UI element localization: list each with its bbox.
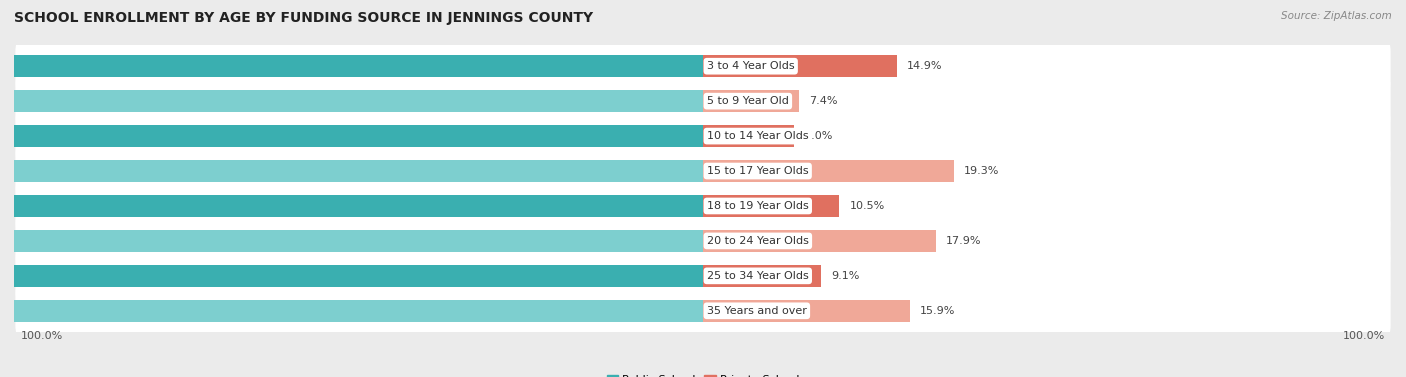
FancyBboxPatch shape xyxy=(15,283,1391,339)
Text: 7.0%: 7.0% xyxy=(804,131,832,141)
Text: 100.0%: 100.0% xyxy=(1343,331,1385,341)
Text: SCHOOL ENROLLMENT BY AGE BY FUNDING SOURCE IN JENNINGS COUNTY: SCHOOL ENROLLMENT BY AGE BY FUNDING SOUR… xyxy=(14,11,593,25)
FancyBboxPatch shape xyxy=(15,178,1391,234)
Text: 19.3%: 19.3% xyxy=(965,166,1000,176)
Bar xyxy=(703,265,821,287)
Bar xyxy=(0,230,703,252)
Bar xyxy=(0,300,703,322)
Text: 100.0%: 100.0% xyxy=(21,331,63,341)
Bar xyxy=(703,55,897,77)
Bar xyxy=(0,90,703,112)
Text: 15 to 17 Year Olds: 15 to 17 Year Olds xyxy=(707,166,808,176)
Bar xyxy=(0,160,703,182)
Bar xyxy=(703,300,910,322)
Text: 7.4%: 7.4% xyxy=(810,96,838,106)
Text: 17.9%: 17.9% xyxy=(946,236,981,246)
Bar xyxy=(703,125,794,147)
Text: 3 to 4 Year Olds: 3 to 4 Year Olds xyxy=(707,61,794,71)
Bar xyxy=(0,265,703,287)
Text: 25 to 34 Year Olds: 25 to 34 Year Olds xyxy=(707,271,808,281)
FancyBboxPatch shape xyxy=(15,38,1391,94)
FancyBboxPatch shape xyxy=(15,109,1391,164)
Text: Source: ZipAtlas.com: Source: ZipAtlas.com xyxy=(1281,11,1392,21)
Bar xyxy=(703,195,839,217)
Bar xyxy=(703,230,935,252)
Text: 18 to 19 Year Olds: 18 to 19 Year Olds xyxy=(707,201,808,211)
FancyBboxPatch shape xyxy=(15,143,1391,199)
Legend: Public School, Private School: Public School, Private School xyxy=(602,370,804,377)
Bar xyxy=(0,125,703,147)
Bar xyxy=(703,160,953,182)
Text: 15.9%: 15.9% xyxy=(920,306,956,316)
Text: 5 to 9 Year Old: 5 to 9 Year Old xyxy=(707,96,789,106)
FancyBboxPatch shape xyxy=(15,213,1391,268)
FancyBboxPatch shape xyxy=(15,74,1391,129)
Text: 35 Years and over: 35 Years and over xyxy=(707,306,807,316)
Bar xyxy=(703,90,799,112)
Text: 14.9%: 14.9% xyxy=(907,61,942,71)
Text: 10 to 14 Year Olds: 10 to 14 Year Olds xyxy=(707,131,808,141)
Text: 20 to 24 Year Olds: 20 to 24 Year Olds xyxy=(707,236,808,246)
Text: 9.1%: 9.1% xyxy=(832,271,860,281)
FancyBboxPatch shape xyxy=(15,248,1391,303)
Bar xyxy=(0,55,703,77)
Text: 10.5%: 10.5% xyxy=(849,201,886,211)
Bar xyxy=(0,195,703,217)
